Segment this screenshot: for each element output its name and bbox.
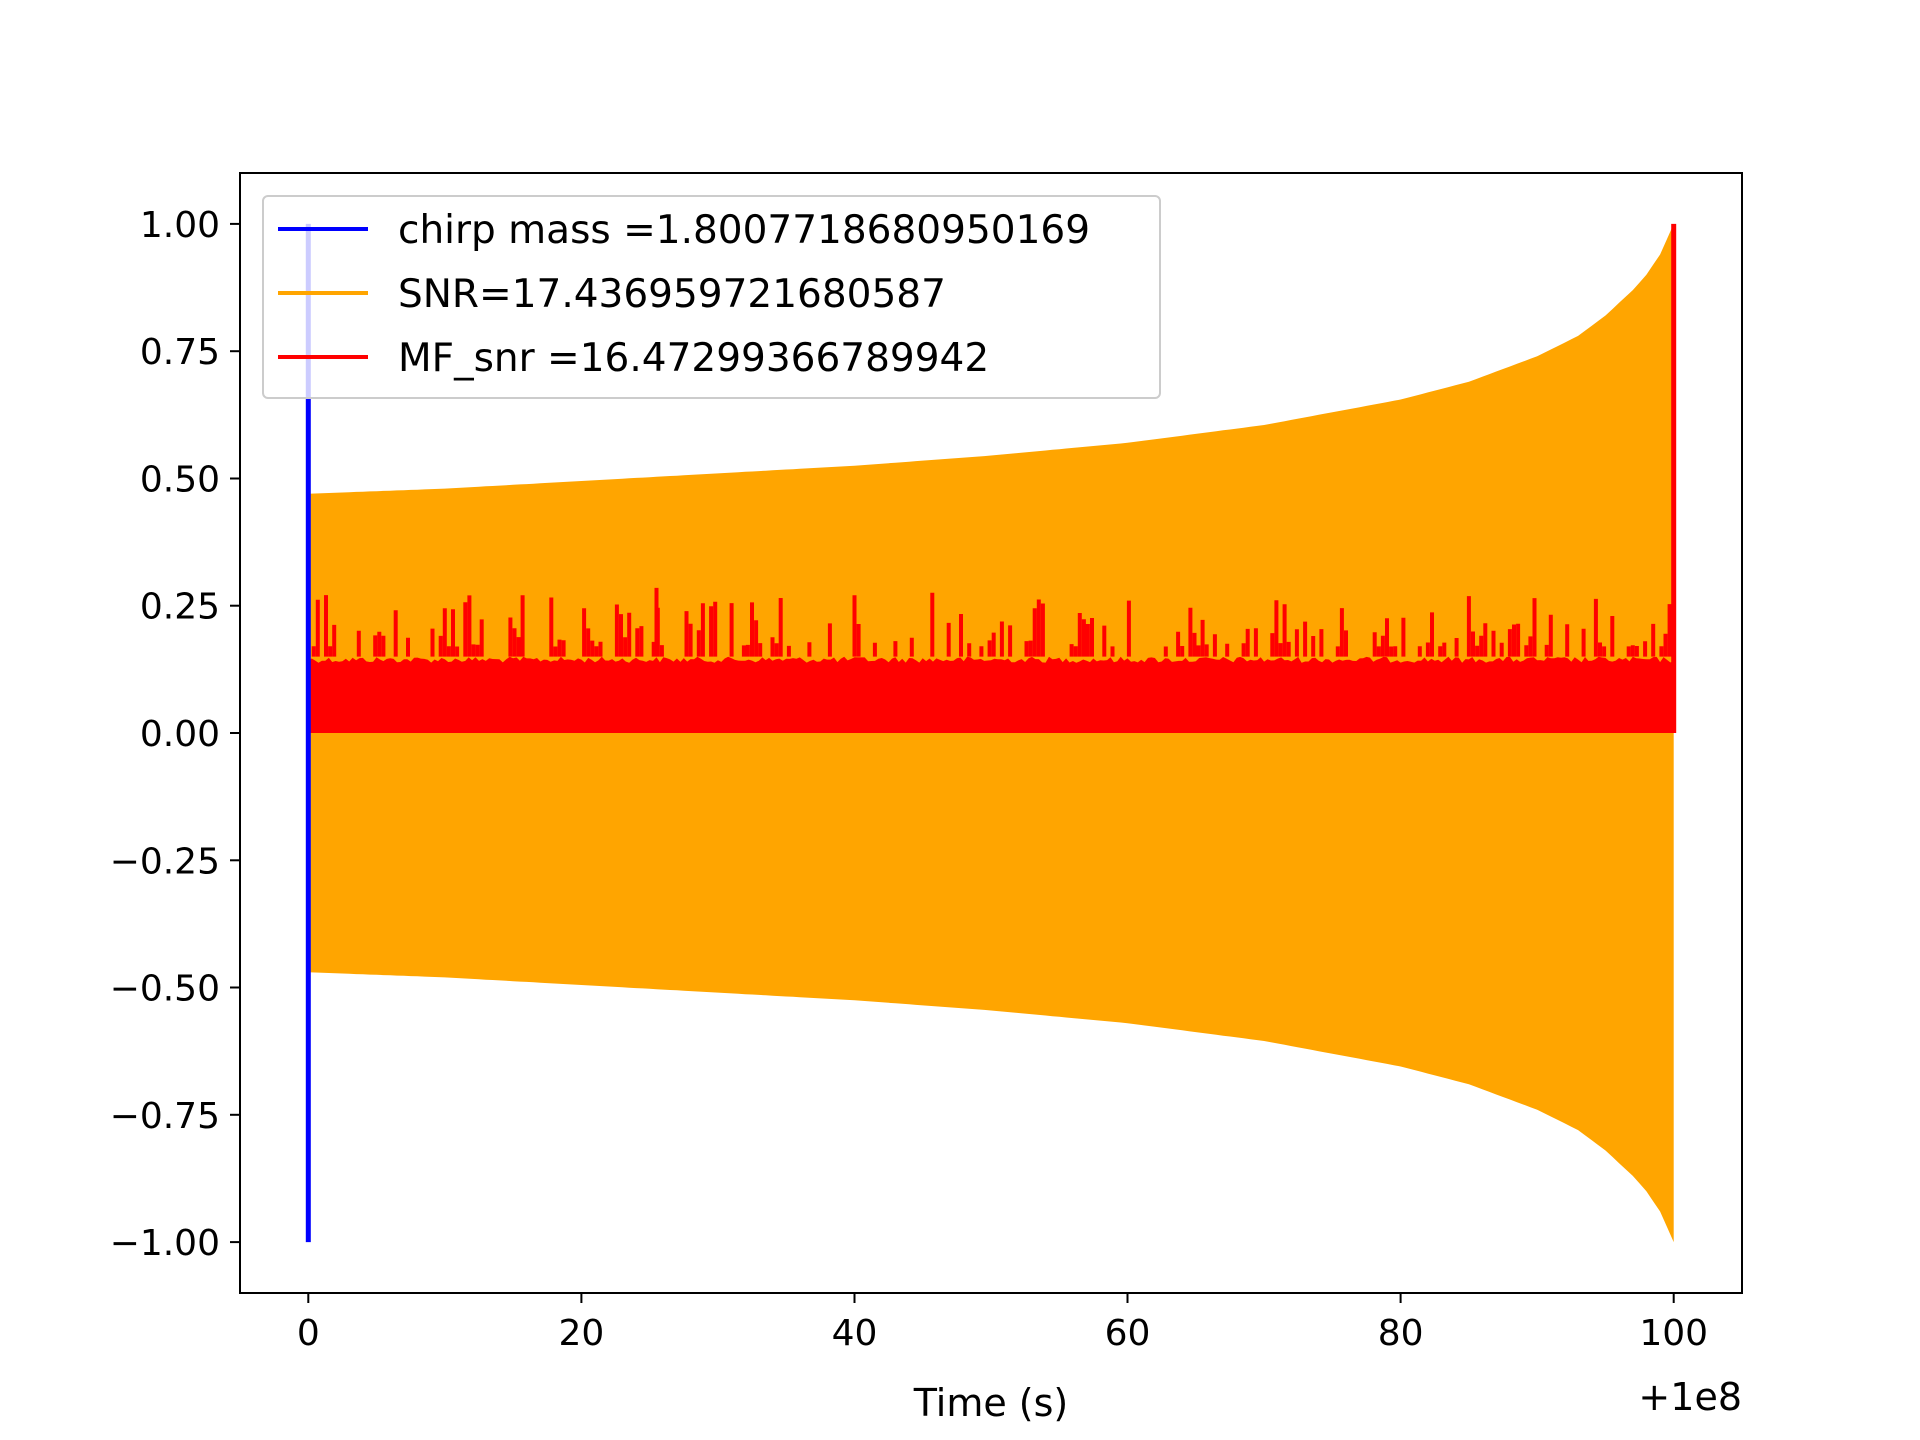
x-axis-label: Time (s) xyxy=(913,1381,1069,1425)
legend-label-chirp-mass: chirp mass =1.8007718680950169 xyxy=(398,208,1090,253)
y-tick-label: 0.50 xyxy=(140,460,220,501)
series-mf-snr-baseline xyxy=(308,656,1674,733)
y-tick-label: −0.75 xyxy=(110,1096,220,1137)
x-tick-label: 100 xyxy=(1639,1313,1708,1354)
x-tick-label: 0 xyxy=(297,1313,320,1354)
y-tick-label: −0.50 xyxy=(110,969,220,1010)
y-tick-label: 0.75 xyxy=(140,332,220,373)
legend-entry-snr: SNR=17.436959721680587 xyxy=(278,272,946,317)
legend-entry-mf-snr: MF_snr =16.47299366789942 xyxy=(278,336,989,381)
y-tick-label: −1.00 xyxy=(110,1223,220,1264)
legend-label-snr: SNR=17.436959721680587 xyxy=(398,272,946,317)
legend-box xyxy=(262,195,1161,399)
x-tick-label: 80 xyxy=(1378,1313,1424,1354)
series-mf-snr-spikes xyxy=(311,587,1672,657)
y-axis: 1.00 0.75 0.50 0.25 0.00 −0.25 −0.50 −0.75 −1.00 xyxy=(110,205,240,1264)
y-tick-label: 0.25 xyxy=(140,587,220,628)
x-tick-label: 40 xyxy=(832,1313,878,1354)
x-axis-offset-label: +1e8 xyxy=(1638,1375,1742,1419)
legend-entry-chirp-mass: chirp mass =1.8007718680950169 xyxy=(278,208,1090,253)
legend-label-mf-snr: MF_snr =16.47299366789942 xyxy=(398,336,989,381)
legend: chirp mass =1.8007718680950169 SNR=17.43… xyxy=(262,195,1161,399)
y-tick-label: 0.00 xyxy=(140,714,220,755)
y-tick-label: −0.25 xyxy=(110,841,220,882)
y-tick-label: 1.00 xyxy=(140,205,220,246)
x-axis: 0 20 40 60 80 100 xyxy=(297,1293,1708,1354)
x-tick-label: 60 xyxy=(1105,1313,1151,1354)
x-tick-label: 20 xyxy=(558,1313,604,1354)
plot-area xyxy=(305,223,1677,1243)
